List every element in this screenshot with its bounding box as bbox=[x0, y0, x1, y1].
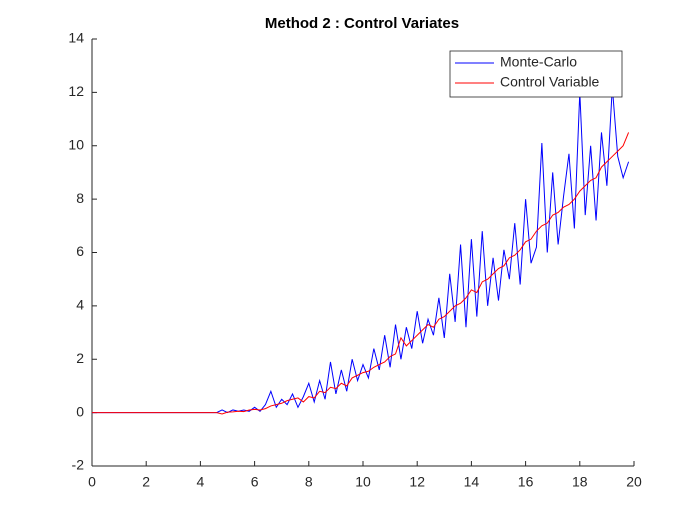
x-tick-label: 20 bbox=[626, 474, 642, 490]
x-tick-label: 2 bbox=[142, 474, 150, 490]
x-tick-label: 4 bbox=[197, 474, 205, 490]
x-tick-label: 8 bbox=[305, 474, 313, 490]
y-tick-label: 10 bbox=[68, 136, 84, 152]
y-tick-label: 14 bbox=[68, 30, 84, 46]
y-tick-label: 8 bbox=[76, 190, 84, 206]
legend-label: Monte-Carlo bbox=[500, 54, 577, 70]
x-tick-label: 0 bbox=[88, 474, 96, 490]
y-tick-label: 12 bbox=[68, 83, 84, 99]
legend-label: Control Variable bbox=[500, 74, 600, 90]
chart-title: Method 2 : Control Variates bbox=[265, 15, 459, 32]
y-tick-label: -2 bbox=[72, 457, 85, 473]
x-tick-label: 6 bbox=[251, 474, 259, 490]
x-tick-label: 12 bbox=[409, 474, 425, 490]
plot-area bbox=[92, 39, 634, 466]
y-tick-label: 2 bbox=[76, 350, 84, 366]
x-tick-label: 10 bbox=[355, 474, 371, 490]
y-tick-label: 0 bbox=[76, 403, 84, 419]
y-tick-label: 6 bbox=[76, 243, 84, 259]
data-line bbox=[92, 132, 630, 415]
legend-box bbox=[449, 50, 623, 98]
x-tick-label: 14 bbox=[464, 474, 480, 490]
y-tick-label: 4 bbox=[76, 297, 84, 313]
x-tick-label: 18 bbox=[572, 474, 588, 490]
x-tick-label: 16 bbox=[518, 474, 534, 490]
